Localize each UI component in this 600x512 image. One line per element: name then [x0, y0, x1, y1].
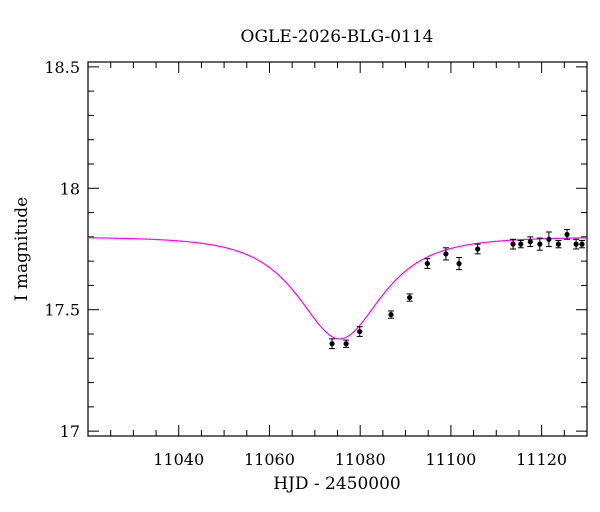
y-tick-label: 17	[60, 422, 80, 441]
data-point	[474, 243, 481, 255]
data-marker	[527, 239, 533, 245]
x-tick-label: 11040	[153, 450, 204, 469]
y-axis-label: I magnitude	[12, 197, 32, 301]
data-marker	[518, 241, 524, 247]
chart-title: OGLE-2026-BLG-0114	[241, 27, 434, 47]
data-point	[406, 293, 413, 302]
data-marker	[537, 241, 543, 247]
data-point	[356, 326, 363, 337]
y-axis-ticks: 17 17.5 18 18.5	[44, 58, 587, 441]
data-point	[343, 339, 350, 348]
x-axis-label: HJD - 2450000	[273, 474, 401, 494]
data-marker	[456, 260, 462, 267]
data-point	[527, 236, 534, 248]
data-marker	[510, 241, 516, 247]
data-point	[545, 231, 552, 248]
data-point	[329, 338, 336, 350]
data-point	[424, 258, 431, 269]
data-marker	[546, 236, 552, 242]
data-marker	[579, 241, 585, 247]
data-marker	[573, 241, 579, 247]
model-curve	[87, 237, 588, 340]
x-tick-label: 11120	[516, 450, 567, 469]
data-marker	[424, 260, 430, 267]
data-points	[329, 229, 586, 350]
data-marker	[475, 246, 481, 252]
x-tick-label: 11080	[335, 450, 386, 469]
y-tick-label: 18	[60, 179, 80, 198]
data-point	[510, 238, 517, 250]
data-point	[536, 237, 543, 251]
data-marker	[329, 341, 335, 347]
data-point	[579, 240, 586, 249]
data-marker	[357, 328, 363, 335]
x-tick-label: 11100	[425, 450, 476, 469]
data-marker	[443, 251, 449, 257]
data-point	[564, 229, 571, 240]
x-axis-ticks: 11040 11060 11080 11100 11120	[87, 62, 588, 469]
data-point	[573, 238, 580, 250]
data-point	[388, 310, 395, 319]
data-marker	[555, 241, 562, 247]
x-tick-label: 11060	[244, 450, 295, 469]
data-marker	[564, 231, 570, 238]
data-point	[456, 257, 463, 271]
y-tick-label: 18.5	[44, 58, 80, 77]
data-point	[442, 247, 449, 261]
data-marker	[388, 311, 394, 318]
data-point	[517, 240, 524, 249]
data-point	[555, 240, 562, 249]
data-marker	[407, 294, 413, 301]
data-marker	[343, 341, 349, 347]
y-tick-label: 17.5	[44, 301, 80, 320]
